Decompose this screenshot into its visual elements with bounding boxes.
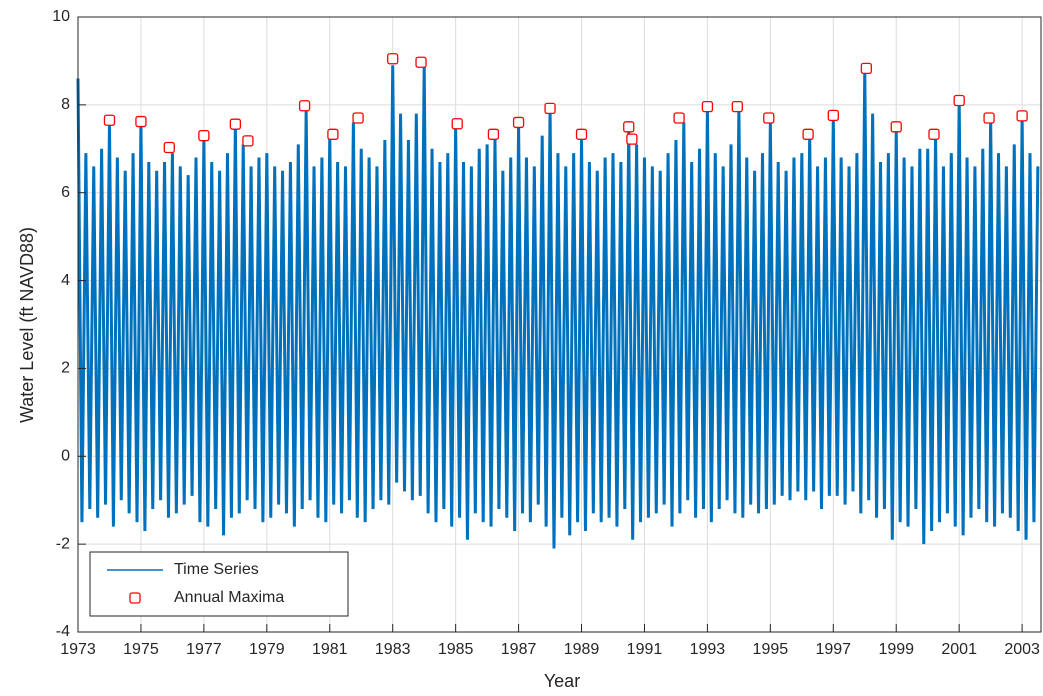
annual-maximum-marker [544, 102, 556, 115]
annual-maximum-marker [229, 118, 242, 130]
x-tick-label: 1989 [564, 641, 600, 658]
x-axis-label: Year [544, 671, 580, 691]
annual-maximum-marker [1016, 110, 1028, 122]
x-tick-label: 1987 [501, 641, 537, 658]
y-tick-label: -4 [56, 623, 70, 640]
annual-maximum-marker [198, 129, 210, 142]
annual-maximum-marker [626, 133, 638, 145]
annual-maximum-marker [575, 128, 588, 140]
x-tick-label: 1985 [438, 641, 474, 658]
annual-maximum-marker [451, 118, 463, 130]
x-tick-label: 2003 [1004, 641, 1040, 658]
annual-maximum-marker [623, 121, 635, 133]
annual-maximum-marker [512, 116, 525, 129]
x-tick-label: 1997 [815, 641, 851, 658]
y-tick-label: 8 [61, 96, 70, 113]
annual-maximum-marker [763, 112, 775, 124]
annual-maximum-marker [953, 94, 965, 107]
x-tick-label: 1977 [186, 641, 222, 658]
x-tick-label: 1981 [312, 641, 348, 658]
x-tick-label: 1973 [60, 641, 96, 658]
time-series-line [76, 65, 1040, 549]
legend: Time Series Annual Maxima [89, 551, 349, 617]
y-tick-label: 6 [61, 184, 70, 201]
annual-maximum-marker [103, 114, 116, 126]
annual-maximum-marker [387, 53, 399, 65]
legend-label: Annual Maxima [174, 589, 284, 606]
axes-box [77, 16, 1042, 633]
annual-maximum-marker [163, 141, 175, 154]
y-tick-label: 0 [61, 448, 70, 465]
annual-maximum-marker [327, 128, 339, 140]
annual-maximum-marker [415, 56, 427, 68]
axis-layer: 1973 1975 1977 1979 1981 1983 1985 1987 1989 1991… [52, 8, 1042, 658]
annual-maximum-marker [731, 100, 743, 113]
x-tick-label: 1975 [123, 641, 159, 658]
legend-marker [129, 592, 141, 604]
annual-maximum-marker [802, 128, 814, 140]
annual-maximum-marker [890, 121, 902, 133]
y-tick-label: 10 [52, 8, 70, 25]
annual-maximum-marker [298, 100, 311, 112]
legend-box [89, 551, 349, 617]
data-layer [76, 53, 1040, 549]
annual-maximum-marker [487, 128, 500, 140]
x-tick-label: 1993 [690, 641, 726, 658]
annual-maximum-marker [242, 135, 254, 147]
y-tick-label: 2 [61, 360, 70, 377]
annual-maximum-marker [673, 112, 685, 124]
x-tick-label: 1999 [878, 641, 914, 658]
annual-maximum-marker [827, 109, 839, 122]
annual-maximum-marker [135, 115, 147, 128]
x-tick-label: 1983 [375, 641, 411, 658]
annual-maximum-marker [983, 112, 995, 124]
y-tick-label: -2 [56, 535, 70, 552]
x-tick-label: 1991 [627, 641, 663, 658]
y-axis-label: Water Level (ft NAVD88) [17, 227, 37, 423]
annual-maximum-marker [352, 112, 364, 124]
annual-maximum-marker [928, 128, 940, 140]
y-tick-label: 4 [61, 272, 70, 289]
x-tick-label: 1995 [753, 641, 789, 658]
annual-maximum-marker [860, 62, 872, 75]
x-tick-label: 2001 [941, 641, 977, 658]
x-tick-label: 1979 [249, 641, 285, 658]
legend-label: Time Series [174, 561, 259, 578]
annual-maximum-marker [701, 100, 714, 113]
